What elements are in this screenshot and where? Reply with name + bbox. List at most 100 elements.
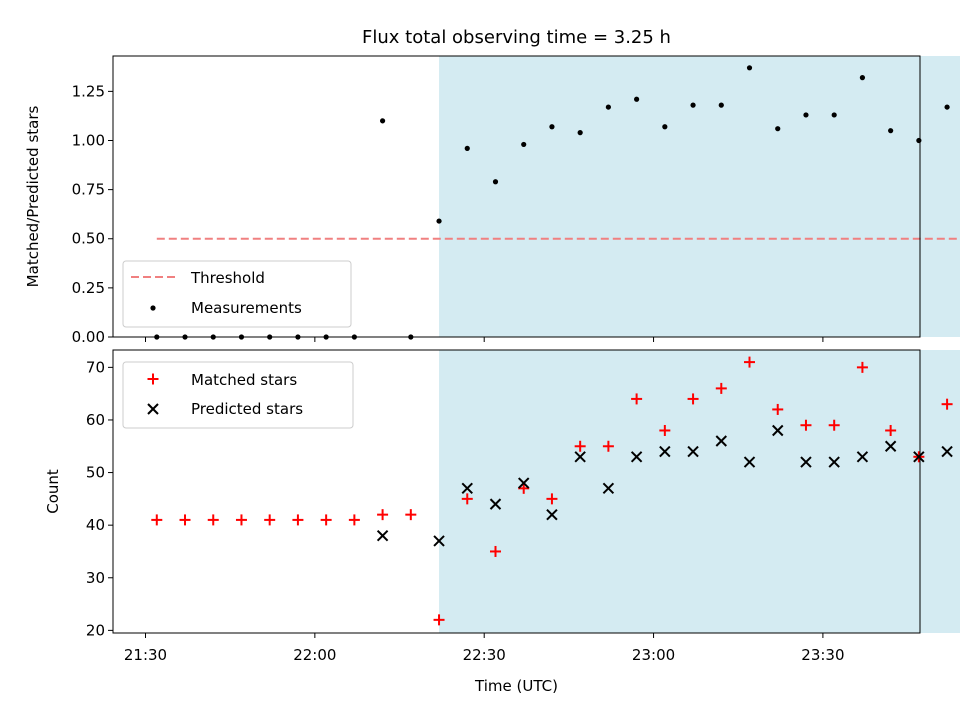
observing-window-band [439, 56, 960, 337]
y-tick-label: 1.00 [72, 131, 105, 149]
chart-title: Flux total observing time = 3.25 h [362, 27, 671, 48]
star-count-panel: 21:3022:0022:3023:0023:3000:0000:3001:00… [44, 349, 960, 695]
legend-predicted-label: Predicted stars [191, 400, 303, 418]
predicted-star-point [630, 451, 643, 463]
predicted-star-points [376, 424, 953, 547]
measurement-point [634, 96, 640, 102]
matched-star-point [546, 493, 558, 505]
matched-star-point [574, 440, 586, 452]
predicted-star-point [376, 529, 389, 542]
predicted-star-point [828, 456, 840, 468]
cross-b [602, 482, 615, 495]
matched-star-point [405, 509, 417, 521]
y-tick-label: 30 [86, 569, 105, 587]
legend-plus-marker [147, 373, 159, 385]
y-tick-label: 0.50 [72, 230, 105, 248]
measurement-point [549, 124, 555, 130]
predicted-star-point [433, 535, 445, 547]
matched-star-point [744, 356, 756, 368]
measurement-point [746, 65, 753, 71]
cross-b [518, 477, 530, 489]
matched-star-point [659, 424, 671, 436]
matched-star-point [235, 514, 247, 526]
observing-window-band [439, 350, 960, 633]
top-axes-frame [112, 55, 921, 338]
legend-measurements-label: Measurements [191, 299, 302, 317]
cross-b [147, 403, 159, 415]
matched-star-point [433, 614, 445, 626]
y-tick-label: 60 [86, 411, 105, 429]
matched-star-point [489, 545, 501, 557]
measurement-point [662, 124, 668, 130]
measurement-point [775, 126, 781, 132]
predicted-star-point [913, 451, 925, 463]
matched-star-point [772, 403, 784, 415]
y-tick-label: 40 [86, 516, 105, 534]
predicted-star-point [856, 451, 869, 463]
top-x-ticks [145, 337, 824, 342]
cross-b [941, 445, 953, 458]
matched-star-point [687, 393, 699, 405]
cross-b [828, 456, 840, 468]
cross-b [659, 445, 671, 458]
matched-star-point [348, 514, 360, 526]
legend-predicted-swatch [147, 403, 159, 415]
matched-star-point [461, 493, 473, 505]
predicted-star-point [461, 482, 473, 495]
predicted-star-point [518, 477, 530, 489]
matched-star-point [941, 398, 953, 410]
cross-b [376, 529, 389, 542]
matched-star-point [264, 514, 276, 526]
bottom-y-ticks: 20 30 40 50 60 70 [86, 358, 113, 639]
top-legend: Threshold Measurements [122, 260, 352, 328]
predicted-star-point [772, 424, 784, 437]
y-tick-label: 0.25 [72, 279, 105, 297]
matched-star-point [602, 440, 614, 452]
matched-star-point [800, 419, 812, 431]
cross-b [489, 498, 502, 510]
top-y-ticks: 0.00 0.25 0.50 0.75 1.00 1.25 [72, 82, 113, 346]
top-legend-box [122, 260, 352, 328]
y-tick-label: 0.00 [72, 328, 105, 346]
measurement-point [492, 179, 499, 185]
predicted-star-point [884, 440, 897, 452]
cross-b [743, 456, 756, 468]
measurement-point [379, 118, 386, 124]
measurement-point [831, 112, 837, 118]
measurement-point [464, 145, 470, 151]
matched-star-point [377, 509, 389, 521]
x-axis-label: Time (UTC) [474, 677, 558, 695]
y-tick-label: 20 [86, 621, 105, 639]
cross-b [546, 508, 558, 521]
cross-b [461, 482, 473, 495]
measurement-point [521, 141, 527, 148]
cross-b [772, 424, 784, 437]
y-tick-label: 70 [86, 358, 105, 376]
cross-b [433, 535, 445, 547]
matched-star-point [207, 514, 219, 526]
predicted-star-point [743, 456, 756, 468]
cross-b [913, 451, 925, 463]
measurement-point [436, 218, 442, 224]
measurement-point [944, 104, 950, 110]
cross-b [687, 445, 699, 458]
measurement-point [859, 75, 866, 81]
measurement-point [577, 130, 583, 136]
y-tick-label: 1.25 [72, 82, 105, 100]
matched-star-point [631, 393, 643, 405]
matched-star-point [151, 514, 163, 526]
bottom-legend: Matched stars Predicted stars [122, 361, 354, 429]
legend-matched-label: Matched stars [191, 371, 297, 389]
bottom-axes-frame [112, 349, 921, 634]
x-tick-label: 22:00 [293, 646, 336, 664]
predicted-star-point [800, 456, 812, 468]
matched-star-point [885, 424, 897, 436]
legend-cross-marker [147, 403, 159, 415]
cross-b [715, 435, 727, 447]
measurement-point [916, 137, 922, 144]
matched-star-point [518, 482, 530, 494]
x-tick-label: 23:00 [632, 646, 675, 664]
measurement-point [718, 102, 724, 108]
flux-ratio-panel: 0.00 0.25 0.50 0.75 1.00 1.25 Flux total obse… [24, 27, 960, 346]
legend-threshold-label: Threshold [190, 269, 265, 287]
